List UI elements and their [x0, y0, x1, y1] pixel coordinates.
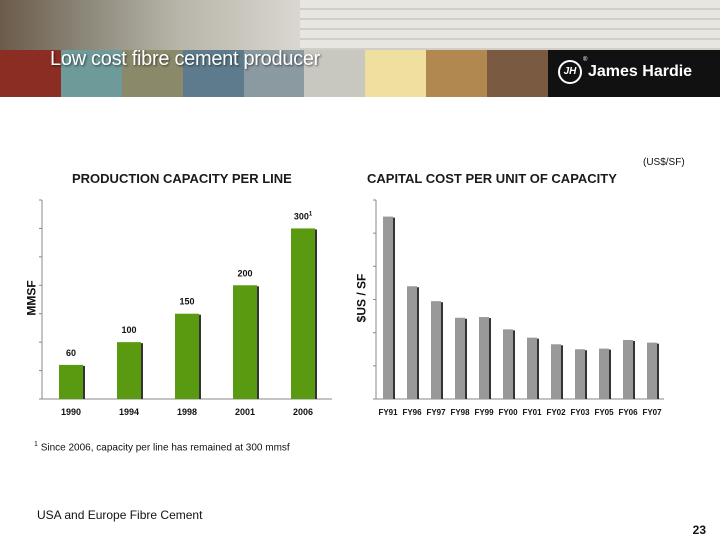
chart2-bar — [599, 348, 609, 399]
chart2-unit-note: (US$/SF) — [643, 157, 685, 168]
chart2-bar — [431, 301, 441, 399]
chart2-category-label: FY05 — [594, 408, 614, 417]
james-hardie-logo-icon: JH — [558, 60, 582, 84]
chart2-bar — [623, 339, 633, 399]
banner-photo-foliage — [0, 0, 300, 50]
color-band — [304, 50, 366, 97]
chart1-bar — [59, 364, 83, 399]
chart1-bar — [291, 228, 315, 399]
footnote-marker: 1 — [34, 441, 38, 448]
chart1-data-label: 3001 — [294, 211, 313, 221]
chart2-title: CAPITAL COST PER UNIT OF CAPACITY — [367, 171, 617, 186]
chart1-data-label: 200 — [237, 268, 252, 278]
registered-mark: ® — [583, 57, 588, 63]
chart2-bar — [551, 344, 561, 399]
color-band — [182, 50, 245, 97]
page-number: 23 — [692, 523, 706, 537]
chart1-category-label: 2006 — [293, 407, 313, 417]
chart1-data-label: 100 — [121, 325, 136, 335]
color-band — [121, 50, 184, 97]
chart2-category-label: FY99 — [474, 408, 494, 417]
chart2-bar — [455, 317, 465, 399]
slide-title: Low cost fibre cement producer — [50, 48, 321, 70]
chart2-category-label: FY06 — [618, 408, 638, 417]
chart1-bar — [233, 285, 257, 399]
chart2-bar — [575, 349, 585, 399]
chart1-bar — [117, 342, 141, 399]
chart1-category-label: 1998 — [177, 407, 197, 417]
footnote: 1 Since 2006, capacity per line has rema… — [34, 441, 290, 453]
chart1-title: PRODUCTION CAPACITY PER LINE — [72, 171, 292, 186]
chart2-bar — [407, 286, 417, 399]
color-band — [487, 50, 549, 97]
chart1-category-label: 1990 — [61, 407, 81, 417]
chart1-data-label: 60 — [66, 348, 76, 358]
chart2-bar — [647, 342, 657, 399]
chart2-category-label: FY00 — [498, 408, 518, 417]
chart2-category-label: FY97 — [426, 408, 446, 417]
chart2-bar — [503, 329, 513, 399]
chart2-category-label: FY96 — [402, 408, 422, 417]
chart2-category-label: FY02 — [546, 408, 566, 417]
footnote-text: Since 2006, capacity per line has remain… — [40, 442, 290, 454]
color-band — [60, 50, 123, 97]
chart2-category-label: FY07 — [642, 408, 662, 417]
chart2-bar — [383, 216, 393, 399]
chart1-data-label: 150 — [179, 297, 194, 307]
chart1-category-label: 1994 — [119, 407, 139, 417]
chart2-bar — [527, 337, 537, 399]
chart1-category-label: 2001 — [235, 407, 255, 417]
color-band — [0, 50, 62, 97]
color-band — [243, 50, 305, 97]
footer-caption: USA and Europe Fibre Cement — [37, 508, 203, 522]
chart2-category-label: FY01 — [522, 408, 542, 417]
color-band — [365, 50, 427, 97]
color-band — [426, 50, 488, 97]
chart2-category-label: FY03 — [570, 408, 590, 417]
chart2-bar — [479, 317, 489, 399]
banner-photo-siding — [300, 0, 720, 50]
company-logo-text: James Hardie — [588, 63, 693, 80]
chart2-category-label: FY98 — [450, 408, 470, 417]
chart1-data-label-superscript: 1 — [309, 211, 313, 217]
chart2-category-label: FY91 — [378, 408, 398, 417]
chart1-bar — [175, 313, 199, 399]
